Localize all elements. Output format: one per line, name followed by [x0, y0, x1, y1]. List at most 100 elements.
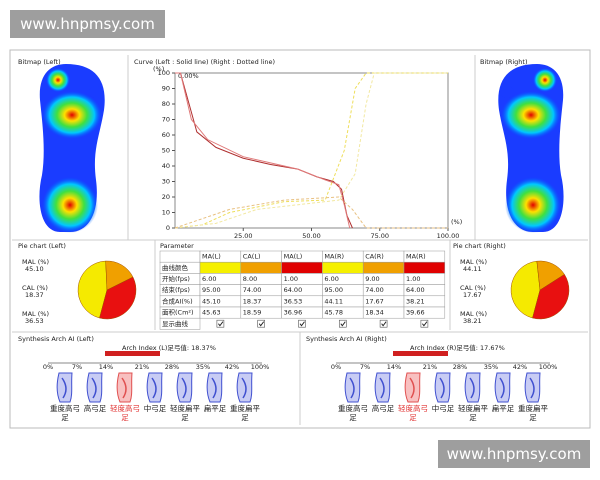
table-cell [240, 261, 282, 274]
foot-icon [494, 372, 511, 403]
arch-type: 扁平足 [203, 404, 227, 413]
arch-index: Arch Index (R)足弓值: 17.67% [410, 343, 505, 352]
foot-icon [524, 372, 541, 403]
table-cell [403, 306, 446, 319]
panel-title: Synthesis Arch AI (Right) [306, 335, 387, 343]
checkbox [298, 319, 306, 328]
table-value: 18.34 [365, 309, 384, 317]
foot-arch [241, 377, 247, 399]
checkbox [216, 319, 225, 328]
watermark: www.hnpmsy.com [438, 440, 590, 468]
scale-label: 7% [360, 363, 370, 371]
x-tick-label: 25.00 [234, 232, 253, 240]
arch-type: 高弓足 [83, 404, 107, 413]
row-label: 曲线颜色 [162, 263, 189, 272]
plot-area [174, 72, 449, 229]
table-value: 95.00 [324, 286, 343, 294]
foot-arch [211, 377, 217, 399]
panel-title: Parameter [160, 242, 194, 250]
y-tick-label: 100 [158, 69, 170, 77]
pie-value: 17.67 [463, 291, 482, 299]
arch-type: 重度高弓足 [50, 404, 80, 422]
arch-type: 重度扁平足 [230, 404, 260, 422]
foot-arch [151, 377, 157, 399]
check-mark [218, 321, 224, 327]
table-header: CA(L) [243, 253, 261, 261]
foot-icon [236, 372, 253, 403]
y-tick-label: 60 [162, 131, 170, 139]
y-tick-label: 50 [162, 147, 170, 155]
arch-type: 中弓足 [143, 404, 167, 413]
arch-type: 中弓足 [431, 404, 455, 413]
table-cell [403, 261, 446, 274]
table-value: 6.00 [202, 275, 216, 283]
table-value: 74.00 [243, 286, 262, 294]
check-mark [299, 321, 305, 327]
arch-marker [105, 351, 160, 356]
table-value: 18.37 [243, 297, 262, 305]
table-value: 74.00 [365, 286, 384, 294]
table-cell [159, 250, 201, 263]
pie-label: MAL (%) [460, 310, 487, 318]
foot-arch [181, 377, 187, 399]
foot-icon [464, 372, 481, 403]
curve-line [174, 72, 448, 229]
pie-label: CAL (%) [22, 284, 48, 292]
arch-type: 轻度扁平足 [170, 404, 200, 422]
foot-icon [56, 372, 73, 403]
pie-value: 45.10 [25, 265, 44, 273]
foot-arch [379, 377, 385, 399]
start-label: 0.00% [178, 72, 199, 80]
row-label: 显示曲线 [162, 319, 189, 328]
pressure-map-right [498, 64, 564, 233]
scale-label: 100% [539, 363, 558, 371]
scale-label: 0% [43, 363, 53, 371]
y-tick-label: 80 [162, 100, 170, 108]
arch-type: 重度扁平足 [518, 404, 548, 422]
foot-arch [61, 377, 67, 399]
foot-arch [529, 377, 535, 399]
pie-label: MAL (%) [22, 310, 49, 318]
watermark: www.hnpmsy.com [10, 10, 165, 38]
table-header: MA(R) [324, 253, 344, 261]
panel-title: Curve (Left : Solid line) (Right : Dotte… [134, 58, 275, 66]
foot-arch [499, 377, 505, 399]
scale-label: 7% [72, 363, 82, 371]
foot-icon [206, 372, 223, 403]
scale-label: 35% [196, 363, 210, 371]
table-value: 45.10 [202, 297, 221, 305]
panel-title: Synthesis Arch AI (Left) [18, 335, 94, 343]
table-value: 45.63 [202, 309, 221, 317]
table-value: 18.59 [243, 309, 262, 317]
checkbox [257, 319, 266, 328]
table-value: 6.00 [324, 275, 338, 283]
table-value: 38.21 [406, 297, 425, 305]
table-header: CA(R) [365, 253, 384, 261]
row-label: 开始(fps) [162, 274, 190, 283]
curve-line [174, 72, 448, 229]
pie-slice [77, 260, 108, 319]
table-value: 1.00 [406, 275, 420, 283]
foot-icon [344, 372, 361, 403]
foot-arch [349, 377, 355, 399]
check-mark [381, 321, 387, 327]
y-tick-label: 10 [162, 209, 170, 217]
foot-arch [121, 377, 127, 399]
curve-line [175, 72, 351, 229]
y-tick-label: 0 [166, 224, 170, 232]
foot-icon [146, 372, 163, 403]
table-value: 36.96 [284, 309, 303, 317]
pie-label: CAL (%) [460, 284, 486, 292]
foot-arch [409, 377, 415, 399]
pie-slice [532, 274, 570, 320]
pie-value: 36.53 [25, 317, 44, 325]
arch-type: 扁平足 [491, 404, 515, 413]
table-header: MA(R) [406, 253, 426, 261]
arch-index: Arch Index (L)足弓值: 18.37% [122, 343, 216, 352]
table-value: 36.53 [284, 297, 303, 305]
table-cell [159, 317, 201, 330]
x-tick-label: 100.00 [437, 232, 460, 240]
scale-label: 28% [453, 363, 467, 371]
pie-slice [99, 276, 137, 320]
